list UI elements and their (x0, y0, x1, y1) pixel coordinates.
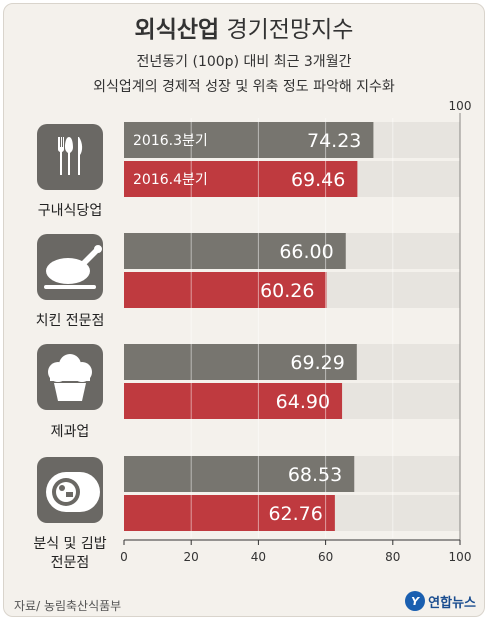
series-label: 2016.3분기 (133, 133, 208, 149)
source-note: 자료/ 농림축산식품부 (14, 599, 122, 613)
x-tick-label: 80 (385, 550, 400, 564)
bar (124, 122, 374, 158)
category-label: 구내식당업 (38, 203, 102, 219)
chart-title: 외식산업 경기전망지수 (0, 10, 488, 44)
value-label: 60.26 (260, 280, 314, 302)
value-label: 74.23 (307, 130, 361, 152)
value-label: 69.46 (291, 169, 345, 191)
x-tick-label: 60 (318, 550, 333, 564)
cutlery-icon (37, 124, 103, 190)
value-label: 68.53 (288, 464, 342, 486)
gimbap-icon (37, 457, 103, 523)
bar (124, 495, 335, 531)
x-tick-label: 0 (120, 550, 128, 564)
x-tick-label: 20 (184, 550, 199, 564)
title-bold: 외식산업 (134, 17, 220, 43)
muffin-icon (37, 344, 103, 410)
bar (124, 161, 358, 197)
subtitle-line-2: 외식업계의 경제적 성장 및 위축 정도 파악해 지수화 (93, 79, 395, 95)
category-label: 제과업 (51, 424, 90, 440)
series-label: 2016.4분기 (133, 172, 208, 188)
bar (124, 272, 327, 308)
value-label: 64.90 (276, 391, 330, 413)
logo-text: 연합뉴스 (428, 595, 476, 611)
bar (124, 383, 343, 419)
yonhap-logo-icon: Y (405, 591, 426, 611)
subtitle-line-1: 전년동기 (100p) 대비 최근 3개월간 (136, 54, 352, 70)
category-label: 분식 및 김밥 (33, 536, 106, 552)
top-tick-label: 100 (449, 99, 472, 113)
value-label: 62.76 (268, 503, 322, 525)
bar (124, 233, 346, 269)
value-label: 66.00 (279, 241, 333, 263)
category-label: 치킨 전문점 (36, 313, 105, 329)
bar (124, 344, 357, 380)
bar (124, 456, 355, 492)
x-tick-label: 40 (251, 550, 266, 564)
title-rest: 경기전망지수 (226, 17, 354, 43)
value-label: 69.29 (290, 352, 344, 374)
x-tick-label: 100 (449, 550, 472, 564)
publisher-logo: Y 연합뉴스 (405, 591, 476, 611)
category-label: 전문점 (51, 555, 90, 571)
roast-chicken-icon (37, 234, 103, 300)
